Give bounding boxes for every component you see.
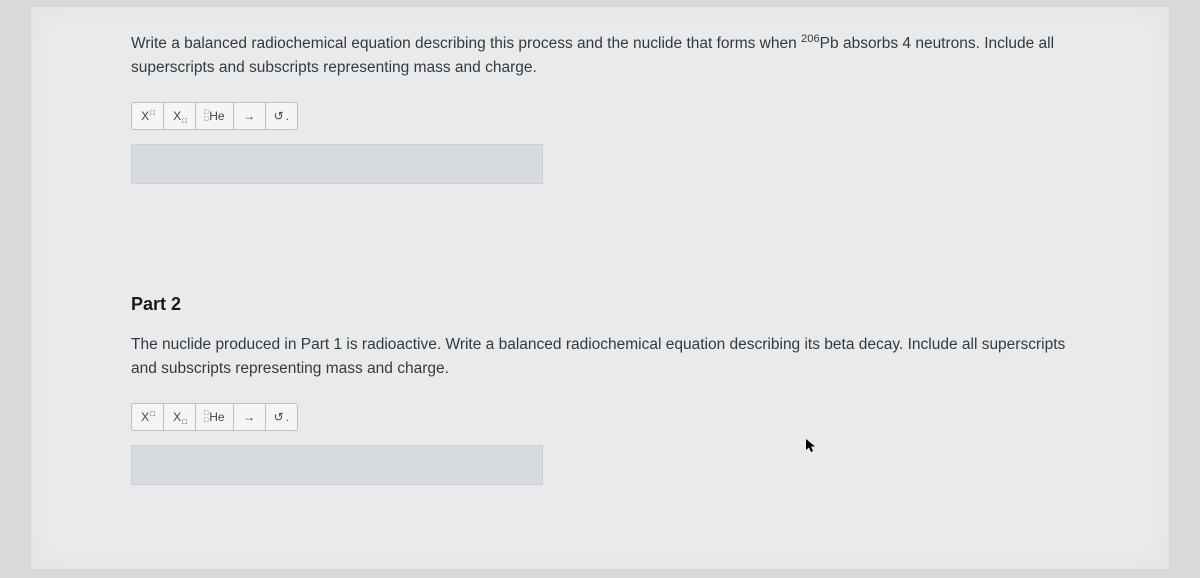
- reset-icon: ↺: [274, 410, 284, 424]
- sup-indicator: □: [150, 108, 155, 117]
- subscript-button[interactable]: X□: [163, 102, 195, 130]
- content-area: Write a balanced radiochemical equation …: [31, 7, 1169, 485]
- isotope-button[interactable]: □□He: [195, 403, 233, 431]
- part1-answer-input[interactable]: [132, 145, 542, 183]
- reset-dot: .: [286, 109, 289, 123]
- reset-dot: .: [286, 410, 289, 424]
- reset-button[interactable]: ↺.: [265, 102, 298, 130]
- superscript-button[interactable]: X□: [131, 403, 163, 431]
- isotope-prescripts: □□: [204, 109, 208, 123]
- part2-answer-box[interactable]: [131, 445, 543, 485]
- iso-base-glyph: He: [209, 410, 224, 424]
- part1-answer-box[interactable]: [131, 144, 543, 184]
- part1-prompt-pre: Write a balanced radiochemical equation …: [131, 35, 801, 52]
- arrow-icon: →: [243, 410, 255, 424]
- part1-toolbar: X□ X□ □□He → ↺.: [131, 102, 1069, 130]
- nuclide-symbol: Pb: [820, 35, 839, 52]
- sup-base-glyph: X: [141, 109, 149, 123]
- nuclide-mass-sup: 206: [801, 33, 820, 45]
- part2-answer-input[interactable]: [132, 446, 542, 484]
- part2-prompt: The nuclide produced in Part 1 is radioa…: [131, 333, 1069, 381]
- subscript-button[interactable]: X□: [163, 403, 195, 431]
- reset-button[interactable]: ↺.: [265, 403, 298, 431]
- sup-base-glyph: X: [141, 410, 149, 424]
- sub-indicator: □: [182, 417, 187, 426]
- arrow-button[interactable]: →: [233, 403, 265, 431]
- reset-icon: ↺: [274, 109, 284, 123]
- question-panel: Write a balanced radiochemical equation …: [30, 6, 1170, 570]
- part2-heading: Part 2: [131, 294, 1069, 315]
- sub-indicator: □: [182, 116, 187, 125]
- arrow-button[interactable]: →: [233, 102, 265, 130]
- part1-prompt: Write a balanced radiochemical equation …: [131, 31, 1069, 80]
- sup-indicator: □: [150, 409, 155, 418]
- sub-base-glyph: X: [173, 410, 181, 424]
- superscript-button[interactable]: X□: [131, 102, 163, 130]
- arrow-icon: →: [243, 109, 255, 123]
- iso-base-glyph: He: [209, 109, 224, 123]
- isotope-button[interactable]: □□He: [195, 102, 233, 130]
- sub-base-glyph: X: [173, 109, 181, 123]
- part2-toolbar: X□ X□ □□He → ↺.: [131, 403, 1069, 431]
- isotope-prescripts: □□: [204, 410, 208, 424]
